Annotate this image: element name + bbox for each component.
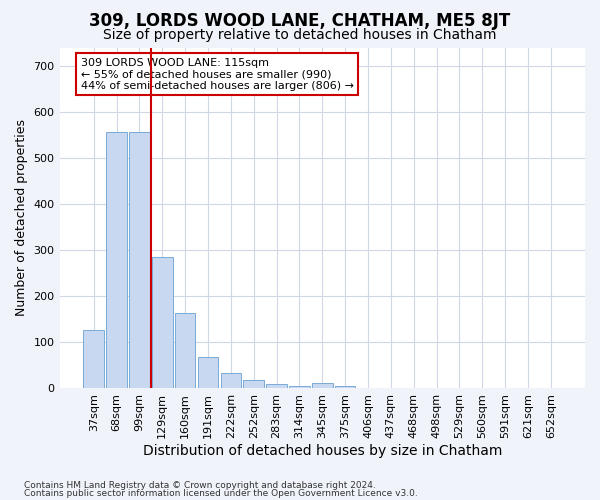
Bar — [129, 132, 150, 388]
Y-axis label: Number of detached properties: Number of detached properties — [15, 119, 28, 316]
Bar — [152, 257, 173, 388]
Bar — [312, 384, 332, 388]
Text: 309, LORDS WOOD LANE, CHATHAM, ME5 8JT: 309, LORDS WOOD LANE, CHATHAM, ME5 8JT — [89, 12, 511, 30]
Text: 309 LORDS WOOD LANE: 115sqm
← 55% of detached houses are smaller (990)
44% of se: 309 LORDS WOOD LANE: 115sqm ← 55% of det… — [80, 58, 353, 91]
Text: Contains public sector information licensed under the Open Government Licence v3: Contains public sector information licen… — [24, 490, 418, 498]
Bar — [106, 132, 127, 388]
Bar — [266, 384, 287, 388]
Text: Size of property relative to detached houses in Chatham: Size of property relative to detached ho… — [103, 28, 497, 42]
Bar — [244, 380, 264, 388]
Text: Contains HM Land Registry data © Crown copyright and database right 2024.: Contains HM Land Registry data © Crown c… — [24, 480, 376, 490]
Bar — [198, 356, 218, 388]
Bar — [83, 330, 104, 388]
Bar — [335, 386, 355, 388]
X-axis label: Distribution of detached houses by size in Chatham: Distribution of detached houses by size … — [143, 444, 502, 458]
Bar — [175, 313, 196, 388]
Bar — [221, 373, 241, 388]
Bar — [289, 386, 310, 388]
